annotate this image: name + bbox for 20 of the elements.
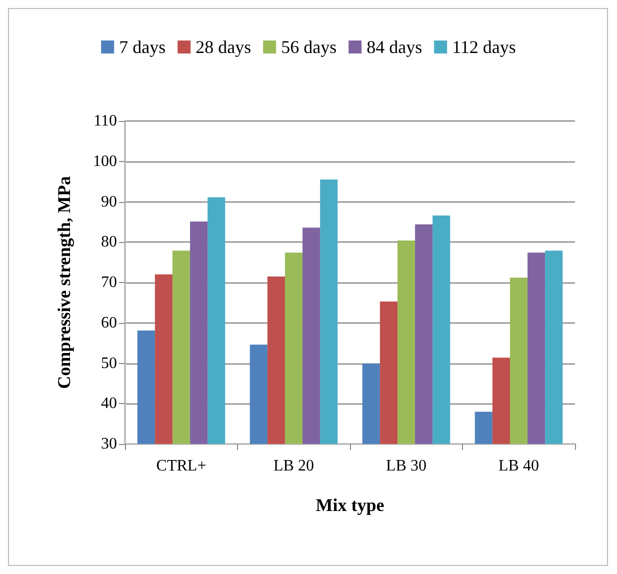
- legend-label: 84 days: [366, 37, 422, 57]
- legend-label: 28 days: [196, 37, 252, 57]
- x-axis-title: Mix type: [316, 495, 384, 515]
- y-tick-label: 40: [101, 395, 117, 412]
- y-tick-label: 90: [101, 193, 117, 210]
- legend-label: 56 days: [281, 37, 337, 57]
- y-tick-label: 110: [94, 112, 117, 130]
- y-tick-label: 70: [101, 274, 117, 291]
- y-tick-label: 100: [93, 152, 117, 170]
- legend-label: 7 days: [119, 37, 166, 57]
- y-tick-label: 80: [101, 234, 117, 251]
- y-tick-label: 60: [101, 314, 117, 332]
- x-tick-label: LB 30: [386, 458, 426, 474]
- y-tick-label: 30: [101, 436, 117, 452]
- legend-label: 112 days: [452, 37, 516, 57]
- y-tick-label: 50: [101, 354, 117, 372]
- y-axis-title: Compressive strength, MPa: [54, 176, 74, 389]
- x-tick-label: LB 40: [498, 458, 539, 474]
- x-tick-label: LB 20: [274, 458, 314, 474]
- x-tick-label: CTRL+: [156, 458, 206, 474]
